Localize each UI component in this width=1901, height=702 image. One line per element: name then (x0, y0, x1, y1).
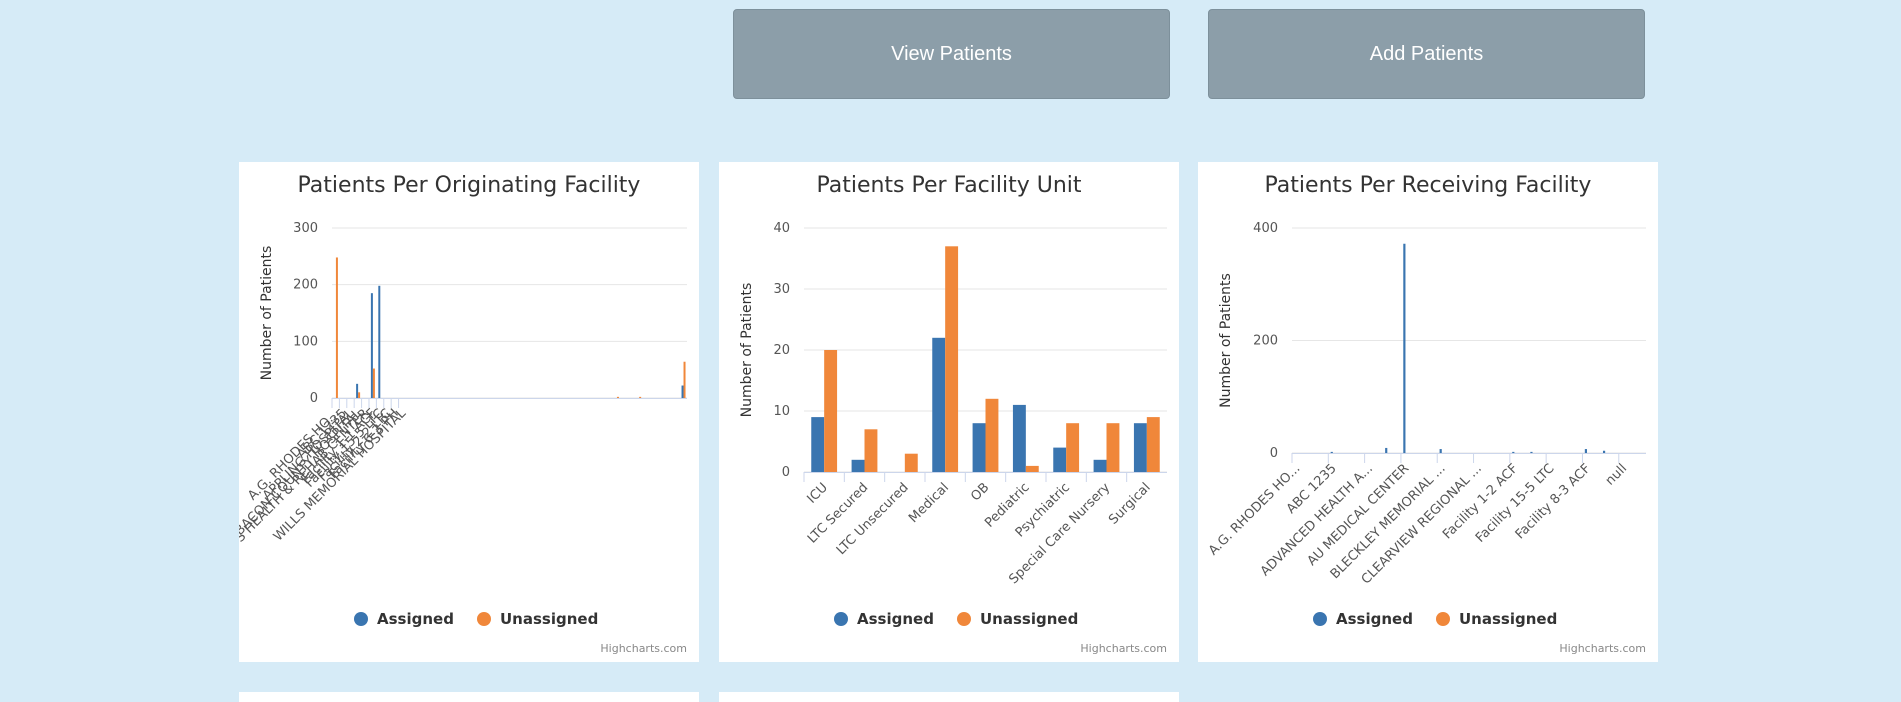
bar-unassigned (985, 398, 999, 472)
bar-assigned (356, 383, 359, 398)
legend-unassigned-label: Unassigned (980, 610, 1078, 628)
y-tick-label: 200 (293, 278, 318, 293)
chart-facility-unit: Patients Per Facility Unit Number of Pati… (719, 162, 1179, 662)
y-tick-label: 200 (1253, 334, 1278, 349)
bar-unassigned (945, 246, 959, 472)
y-tick-label: 0 (1270, 446, 1278, 461)
chart-originating-facility: Patients Per Originating Facility Number … (239, 162, 699, 662)
view-patients-button[interactable]: View Patients (733, 9, 1170, 99)
bar-assigned (370, 293, 373, 398)
x-tick-label: Medical (906, 480, 952, 526)
add-patients-label: Add Patients (1369, 42, 1484, 65)
bar-unassigned (824, 350, 838, 472)
y-tick-label: 10 (773, 404, 790, 419)
x-tick-label: LTC Unsecured (834, 480, 912, 558)
legend-assigned-symbol (834, 612, 848, 626)
bar-assigned (1093, 459, 1107, 472)
bar-unassigned (335, 257, 338, 398)
chart-title: Patients Per Receiving Facility (1265, 173, 1592, 198)
credits-text: Highcharts.com (600, 642, 687, 655)
bar-assigned (1403, 243, 1406, 453)
add-patients-button[interactable]: Add Patients (1208, 9, 1645, 99)
credits-text: Highcharts.com (1559, 642, 1646, 655)
chart-title: Patients Per Originating Facility (298, 173, 641, 198)
y-tick-label: 0 (310, 391, 318, 406)
bar-unassigned (639, 396, 642, 398)
legend-unassigned-label: Unassigned (500, 610, 598, 628)
bar-assigned (1602, 450, 1606, 453)
bar-assigned (1530, 451, 1533, 454)
bar-assigned (1053, 447, 1067, 472)
bar-unassigned (358, 392, 361, 398)
bar-unassigned (1066, 423, 1080, 472)
bar-assigned (1330, 451, 1333, 454)
legend-unassigned-symbol (1436, 612, 1450, 626)
chart-receiving-facility: Patients Per Receiving Facility Number of… (1198, 162, 1658, 662)
view-patients-label: View Patients (891, 42, 1012, 65)
x-tick-label: ICU (805, 480, 831, 506)
bar-unassigned (683, 361, 686, 398)
legend-assigned-symbol (354, 612, 368, 626)
bar-unassigned (1146, 417, 1160, 472)
bar-assigned (1133, 423, 1147, 472)
y-axis-title: Number of Patients (1218, 273, 1234, 408)
x-tick-label: OB (968, 480, 992, 504)
y-tick-label: 40 (773, 221, 790, 236)
bar-unassigned (616, 396, 619, 398)
bar-assigned (1512, 451, 1515, 454)
y-axis-title: Number of Patients (739, 283, 755, 418)
y-tick-label: 20 (773, 343, 790, 358)
bar-assigned (1012, 404, 1026, 472)
bar-assigned (378, 285, 381, 398)
legend-assigned-label: Assigned (857, 610, 934, 628)
y-tick-label: 0 (782, 465, 790, 480)
bar-unassigned (904, 453, 918, 472)
bar-assigned (811, 417, 825, 472)
bar-assigned (932, 337, 946, 472)
y-tick-label: 100 (293, 334, 318, 349)
legend-unassigned-symbol (477, 612, 491, 626)
chart-originating-facility-svg: Patients Per Originating Facility Number … (239, 173, 687, 655)
legend-unassigned-symbol (957, 612, 971, 626)
chart-title: Patients Per Facility Unit (816, 173, 1081, 198)
bar-assigned (681, 385, 684, 398)
legend-assigned-label: Assigned (377, 610, 454, 628)
legend-unassigned-label: Unassigned (1459, 610, 1557, 628)
bar-assigned (1584, 449, 1587, 453)
chart-facility-unit-svg: Patients Per Facility Unit Number of Pati… (739, 173, 1167, 655)
y-axis-title: Number of Patients (259, 246, 275, 381)
y-tick-label: 400 (1253, 221, 1278, 236)
bar-assigned (1439, 449, 1442, 453)
bar-unassigned (372, 368, 375, 398)
chart-card-partial (239, 692, 699, 702)
bar-unassigned (864, 429, 878, 472)
y-tick-label: 300 (293, 221, 318, 236)
bar-assigned (851, 459, 865, 472)
x-tick-label: null (1603, 461, 1630, 488)
bar-unassigned (1106, 423, 1120, 472)
bar-assigned (1385, 447, 1388, 453)
x-tick-label: Surgical (1106, 480, 1154, 528)
bar-assigned (972, 423, 986, 472)
credits-text: Highcharts.com (1080, 642, 1167, 655)
y-tick-label: 30 (773, 282, 790, 297)
bar-unassigned (1025, 465, 1039, 472)
chart-receiving-facility-svg: Patients Per Receiving Facility Number of… (1206, 173, 1646, 655)
legend-assigned-label: Assigned (1336, 610, 1413, 628)
chart-card-partial (719, 692, 1179, 702)
legend-assigned-symbol (1313, 612, 1327, 626)
